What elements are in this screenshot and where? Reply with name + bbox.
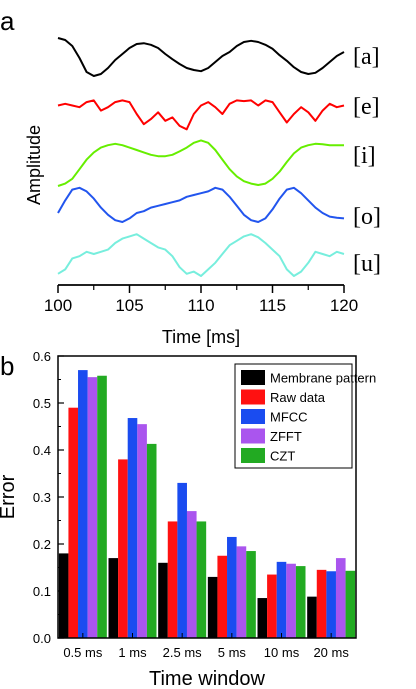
- y-tick-label-0: 0.0: [33, 631, 51, 646]
- bar-3-0: [207, 576, 218, 638]
- legend-label-1: Raw data: [270, 390, 326, 405]
- panel-b-bars: [58, 370, 356, 638]
- bar-1-0: [108, 558, 119, 638]
- bar-5-3: [335, 558, 346, 638]
- bar-1-3: [137, 424, 147, 638]
- legend-label-2: MFCC: [270, 410, 308, 425]
- bar-1-2: [127, 418, 138, 638]
- legend-swatch-3: [241, 428, 265, 444]
- bar-2-3: [186, 511, 197, 638]
- y-tick-label-6: 0.6: [33, 349, 51, 364]
- bar-3-4: [246, 551, 256, 638]
- bar-3-1: [217, 555, 228, 638]
- x-tick-label-2: 2.5 ms: [163, 645, 203, 660]
- bar-2-1: [167, 521, 178, 638]
- panel-b-plot-frame: [57, 355, 357, 639]
- bar-2-0: [158, 562, 168, 638]
- panel-b-x-ticks: 0.5 ms 1 ms 2.5 ms 5 ms 10 ms 20 ms: [63, 633, 349, 660]
- series-label-0: [a]: [353, 44, 380, 70]
- x-tick-label-4: 10 ms: [264, 645, 300, 660]
- waveform-4: [57, 233, 345, 277]
- bar-0-3: [87, 377, 98, 638]
- bar-2-2: [177, 482, 187, 638]
- legend-label-3: ZFFT: [270, 429, 302, 444]
- x-tick-label-3: 5 ms: [218, 645, 247, 660]
- y-tick-label-4: 0.4: [33, 443, 51, 458]
- waveform-0: [57, 37, 345, 77]
- panel-b-x-axis-label: Time window: [149, 668, 266, 689]
- series-label-3: [o]: [353, 204, 381, 230]
- bar-3-3: [236, 546, 247, 638]
- y-tick-label-3: 0.3: [33, 490, 51, 505]
- legend-label-0: Membrane pattern: [270, 371, 376, 386]
- x-tick-label-0: 0.5 ms: [63, 645, 103, 660]
- bar-5-0: [307, 596, 317, 638]
- panel-a-series-labels: [a] [e] [i] [o] [u]: [353, 44, 381, 277]
- x-tick-label-1: 1 ms: [118, 645, 147, 660]
- series-label-2: [i]: [353, 143, 376, 169]
- legend-swatch-4: [241, 448, 265, 463]
- series-label-1: [e]: [353, 94, 380, 120]
- panel-a-y-axis-label: Amplitude: [24, 125, 44, 205]
- bar-5-4: [345, 570, 356, 638]
- panel-b-y-ticks: 0.0 0.1 0.2 0.3 0.4 0.5 0.6: [33, 349, 64, 646]
- bar-0-2: [78, 370, 88, 638]
- legend-swatch-0: [241, 370, 265, 385]
- panel-a-x-ticks: 100 105 110 115 120: [44, 285, 358, 315]
- x-tick-label-4: 120: [330, 296, 358, 315]
- bar-5-1: [316, 569, 327, 638]
- waveform-2: [57, 139, 344, 187]
- x-tick-label-1: 105: [115, 296, 143, 315]
- panel-b-y-axis-label: Error: [0, 474, 19, 519]
- bar-1-1: [118, 459, 128, 638]
- waveform-3: [57, 186, 345, 223]
- bar-1-4: [146, 443, 157, 638]
- bar-5-2: [326, 571, 336, 638]
- x-tick-label-0: 100: [44, 296, 72, 315]
- series-label-4: [u]: [353, 251, 381, 277]
- bar-0-0: [58, 553, 69, 638]
- x-tick-label-3: 115: [259, 296, 286, 315]
- x-tick-label-2: 110: [187, 296, 214, 315]
- bar-4-4: [295, 566, 306, 638]
- y-tick-label-2: 0.2: [33, 537, 51, 552]
- panel-a-x-axis-label: Time [ms]: [162, 327, 240, 347]
- bar-4-1: [267, 574, 277, 638]
- legend-swatch-1: [241, 389, 265, 405]
- waveform-1: [57, 99, 345, 131]
- panel-b-legend: Membrane pattern Raw data MFCC ZFFT CZT: [234, 363, 376, 469]
- bar-0-4: [97, 375, 107, 638]
- y-tick-label-5: 0.5: [33, 396, 51, 411]
- bar-3-2: [227, 536, 237, 638]
- panel-a-line-chart: a [a] [e] [i] [o] [u] 100 105 110 115 120 Time […: [0, 6, 381, 347]
- x-tick-label-5: 20 ms: [313, 645, 349, 660]
- panel-a-series-group: [57, 37, 345, 277]
- bar-4-0: [257, 598, 268, 638]
- bar-4-2: [276, 561, 287, 638]
- legend-swatch-2: [241, 409, 265, 424]
- bar-4-3: [286, 563, 296, 638]
- panel-b-label: b: [0, 351, 14, 381]
- panel-b-bar-chart: b 0.0 0.1 0.2 0.3 0.4 0.5 0.6 0.5 ms 1 ms 2.5 ms…: [0, 349, 376, 689]
- panel-a-label: a: [0, 6, 15, 36]
- bar-0-1: [68, 407, 79, 638]
- bar-2-4: [196, 521, 207, 638]
- legend-label-4: CZT: [270, 449, 295, 464]
- y-tick-label-1: 0.1: [33, 584, 51, 599]
